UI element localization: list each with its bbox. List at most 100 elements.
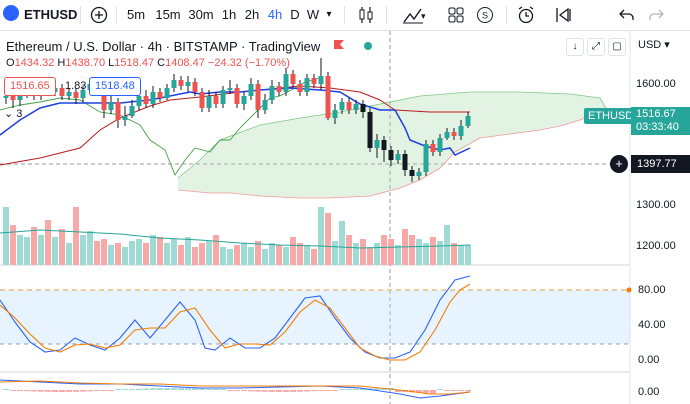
macd-bar [31, 390, 37, 392]
macd-tick: 0.00 [638, 386, 660, 398]
candle-body [80, 90, 86, 98]
macd-bar [325, 390, 331, 391]
flag-icon[interactable] [334, 40, 344, 49]
volume-bar [325, 213, 331, 265]
interval-d[interactable]: D [290, 7, 300, 22]
compare-symbol-button[interactable] [88, 0, 110, 30]
candle-body [290, 74, 296, 84]
macd-bar [115, 389, 121, 390]
macd-bar [444, 390, 450, 391]
volume-bar [444, 225, 450, 265]
macd-bar [346, 389, 352, 390]
volume-bar [164, 243, 170, 265]
macd-bar [206, 389, 212, 390]
macd-bar [262, 390, 268, 392]
stoch-d-line [0, 283, 471, 361]
volume-bar [178, 245, 184, 265]
candle-body [318, 76, 324, 84]
interval-4h[interactable]: 4h [267, 7, 283, 22]
macd-bar [416, 390, 422, 393]
volume-bar [87, 231, 93, 265]
macd-bar [213, 389, 219, 390]
currency-selector[interactable]: USD ▾ [638, 39, 670, 51]
volume-bar [423, 243, 429, 265]
macd-bar [297, 390, 303, 392]
candle-body [262, 100, 268, 110]
osc-tick: 40.00 [638, 319, 666, 331]
macd-bar [332, 390, 338, 391]
fullscreen-button[interactable]: ▢ [608, 38, 626, 56]
volume-bar [171, 239, 177, 265]
volume-bar [451, 243, 457, 265]
symbol-logo-icon [3, 5, 19, 21]
interval-w[interactable]: W [306, 7, 320, 22]
osc-tick: 0.00 [638, 354, 660, 366]
macd-bar [283, 390, 289, 392]
macd-bar [52, 390, 58, 392]
volume-bar [367, 247, 373, 265]
macd-bar [150, 388, 156, 390]
volume-bar [255, 241, 261, 265]
chart-legend-title[interactable]: Ethereum / U.S. Dollar · 4h · BITSTAMP ·… [6, 39, 321, 54]
divider [386, 6, 387, 24]
interval-5m[interactable]: 5m [126, 7, 146, 22]
candle-body [227, 88, 233, 90]
volume-bar [346, 235, 352, 265]
candle-body [248, 84, 254, 96]
add-alert-plus-icon[interactable]: + [610, 155, 628, 173]
candles-icon [359, 7, 373, 23]
buy-button[interactable]: 1518.48 [89, 77, 141, 96]
candle-body [367, 112, 373, 148]
macd-bar [290, 390, 296, 392]
interval-15m[interactable]: 15m [155, 7, 181, 22]
redo-button[interactable] [646, 0, 668, 30]
square-icon: ▢ [612, 41, 622, 52]
interval-1h[interactable]: 1h [221, 7, 237, 22]
candle-body [171, 80, 177, 88]
interval-dropdown-chevron-icon[interactable]: ▾ [326, 9, 332, 20]
candle-body [59, 88, 65, 96]
symbol-search[interactable]: ETHUSD [24, 7, 78, 22]
indicators-collapse-toggle[interactable]: ⌄ 3 [4, 108, 23, 120]
chart-type-button[interactable] [354, 0, 378, 30]
candle-body [150, 92, 156, 104]
macd-bar [269, 390, 275, 392]
volume-bar [143, 243, 149, 265]
sell-button[interactable]: 1516.65 [4, 77, 56, 96]
candle-body [353, 104, 359, 110]
volume-bar [73, 207, 79, 265]
volume-bar [311, 249, 317, 265]
divider [506, 6, 507, 24]
market-status-dot [364, 42, 372, 50]
volume-bar [122, 247, 128, 265]
indicators-icon [403, 8, 423, 24]
volume-bar [192, 247, 198, 265]
macd-bar [171, 388, 177, 390]
templates-button[interactable]: S [474, 0, 496, 30]
candle-body [192, 82, 198, 92]
candle-body [108, 102, 114, 110]
templates-icon: S [477, 7, 493, 23]
volume-bar [31, 227, 37, 265]
macd-bar [94, 390, 100, 392]
alert-button[interactable] [514, 0, 538, 30]
candle-body [206, 96, 212, 108]
interval-2h[interactable]: 2h [244, 7, 260, 22]
move-down-button[interactable]: ↓ [566, 38, 584, 56]
interval-30m[interactable]: 30m [188, 7, 214, 22]
macd-bar [255, 390, 261, 392]
candle-body [10, 96, 16, 100]
undo-button[interactable] [615, 0, 637, 30]
candle-body [115, 102, 121, 120]
macd-bar [423, 390, 429, 393]
volume-bar [409, 235, 415, 265]
volume-bar [59, 229, 65, 265]
maximize-pane-button[interactable]: ⤢ [587, 38, 605, 56]
crosshair-price-label: 1397.77 [631, 155, 690, 173]
layouts-button[interactable] [445, 0, 467, 30]
replay-button[interactable] [552, 0, 578, 30]
indicators-button[interactable]: ▾ [395, 0, 431, 30]
candle-body [178, 80, 184, 86]
candle-body [465, 116, 471, 126]
volume-bar [374, 243, 380, 265]
